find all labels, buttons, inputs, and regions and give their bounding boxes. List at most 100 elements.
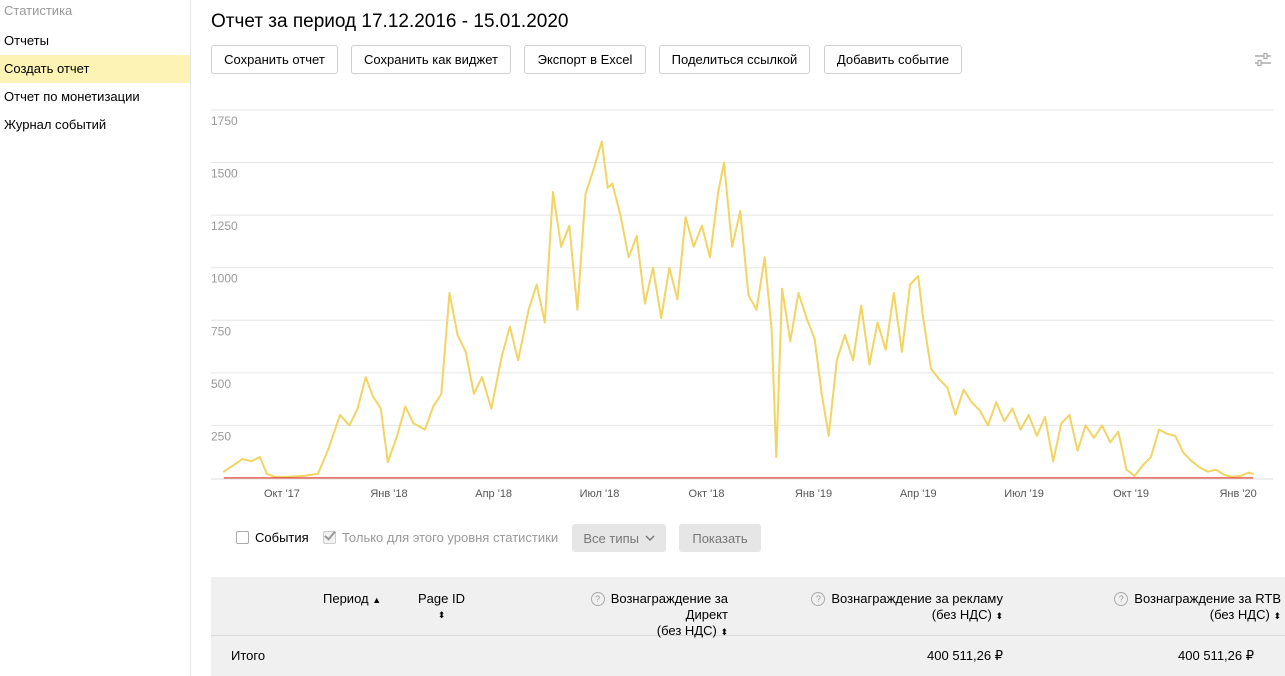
data-point bbox=[635, 235, 638, 238]
data-point bbox=[909, 283, 911, 286]
data-point bbox=[1044, 416, 1046, 418]
save-report-button[interactable]: Сохранить отчет bbox=[211, 45, 338, 74]
level-only-label: Только для этого уровня статистики bbox=[342, 530, 559, 545]
y-tick-label: 1000 bbox=[211, 272, 238, 286]
data-point bbox=[813, 338, 816, 341]
sidebar: Статистика Отчеты Создать отчет Отчет по… bbox=[0, 0, 191, 676]
data-point bbox=[611, 182, 614, 185]
x-tick-label: Июл '18 bbox=[580, 488, 620, 500]
share-link-button[interactable]: Поделиться ссылкой bbox=[659, 45, 810, 74]
event-types-select[interactable]: Все типы bbox=[572, 524, 666, 552]
column-page-id-label: Page ID bbox=[418, 591, 465, 606]
data-point bbox=[1239, 475, 1242, 477]
data-point bbox=[1052, 460, 1055, 463]
data-point bbox=[987, 424, 989, 427]
data-point bbox=[755, 308, 758, 311]
sidebar-item-reports[interactable]: Отчеты bbox=[4, 33, 49, 48]
total-rtb-reward: 400 511,26 ₽ bbox=[1178, 648, 1254, 663]
data-point bbox=[404, 405, 407, 408]
main-content: Отчет за период 17.12.2016 - 15.01.2020 … bbox=[211, 0, 1285, 676]
data-point bbox=[1252, 472, 1255, 475]
data-point bbox=[619, 214, 622, 216]
data-point bbox=[1076, 449, 1079, 452]
sidebar-item-create-report[interactable]: Создать отчет bbox=[0, 55, 190, 83]
show-button[interactable]: Показать bbox=[679, 524, 761, 552]
table-header: Период ▲ Page ID ⬍ ? Вознаграждение за Ди… bbox=[211, 577, 1285, 638]
sort-icon: ⬍ bbox=[995, 611, 1003, 621]
column-rtb-sublabel: (без НДС) bbox=[1209, 607, 1270, 622]
events-checkbox[interactable] bbox=[236, 531, 249, 544]
data-point bbox=[668, 266, 671, 269]
column-ads-label: Вознаграждение за рекламу bbox=[831, 591, 1003, 606]
data-point bbox=[606, 186, 609, 189]
column-ads-reward[interactable]: ? Вознаграждение за рекламу (без НДС) ⬍ bbox=[809, 591, 1003, 624]
data-point bbox=[592, 168, 595, 170]
column-rtb-reward[interactable]: ? Вознаграждение за RTB (без НДС) ⬍ bbox=[1085, 591, 1281, 624]
data-point bbox=[517, 359, 519, 362]
data-point bbox=[739, 210, 742, 212]
data-point bbox=[644, 302, 646, 305]
help-icon[interactable]: ? bbox=[811, 592, 826, 606]
data-point bbox=[448, 292, 451, 294]
data-point bbox=[1150, 456, 1152, 458]
table-row: Итого 400 511,26 ₽ 400 511,26 ₽ bbox=[211, 636, 1285, 676]
data-point bbox=[1003, 420, 1006, 423]
column-period[interactable]: Период ▲ bbox=[323, 591, 381, 608]
data-point bbox=[379, 407, 382, 410]
sort-icon: ⬍ bbox=[1273, 611, 1281, 621]
data-point bbox=[775, 456, 778, 458]
save-as-widget-button[interactable]: Сохранить как виджет bbox=[351, 45, 511, 74]
data-point bbox=[1125, 468, 1128, 471]
series-line bbox=[223, 140, 1254, 478]
data-point bbox=[1215, 468, 1217, 471]
data-point bbox=[1190, 460, 1193, 463]
data-point bbox=[386, 461, 389, 464]
data-point bbox=[1117, 430, 1120, 433]
total-ads-reward: 400 511,26 ₽ bbox=[927, 648, 1003, 663]
report-table: Период ▲ Page ID ⬍ ? Вознаграждение за Ди… bbox=[211, 577, 1285, 676]
data-point bbox=[440, 393, 443, 395]
data-point bbox=[954, 414, 957, 416]
data-point bbox=[781, 287, 783, 290]
x-tick-label: Янв '19 bbox=[795, 488, 832, 500]
level-only-checkbox[interactable] bbox=[323, 531, 336, 544]
data-point bbox=[1109, 441, 1112, 444]
help-icon[interactable]: ? bbox=[590, 592, 605, 606]
sidebar-item-monetization-report[interactable]: Отчет по монетизации bbox=[4, 89, 140, 104]
data-point bbox=[356, 407, 359, 410]
column-ads-sublabel: (без НДС) bbox=[931, 607, 992, 622]
data-point bbox=[560, 245, 562, 248]
data-point bbox=[962, 388, 965, 391]
help-icon[interactable]: ? bbox=[1114, 592, 1129, 606]
data-point bbox=[1182, 451, 1185, 454]
data-point bbox=[1019, 428, 1022, 431]
data-point bbox=[527, 308, 530, 311]
data-point bbox=[424, 428, 426, 431]
sidebar-item-event-log[interactable]: Журнал событий bbox=[4, 117, 107, 132]
data-point bbox=[660, 317, 663, 320]
data-point bbox=[265, 472, 268, 475]
data-point bbox=[692, 245, 695, 248]
data-point bbox=[844, 334, 846, 336]
column-direct-reward[interactable]: ? Вознаграждение за Директ (без НДС) ⬍ bbox=[545, 591, 728, 640]
add-event-button[interactable]: Добавить событие bbox=[824, 45, 962, 74]
data-point bbox=[396, 435, 398, 437]
data-point bbox=[371, 395, 374, 397]
data-point bbox=[892, 292, 895, 294]
export-excel-button[interactable]: Экспорт в Excel bbox=[524, 45, 646, 74]
data-point bbox=[970, 401, 973, 404]
sort-icon: ⬍ bbox=[720, 627, 728, 637]
y-tick-label: 750 bbox=[211, 324, 231, 338]
data-point bbox=[481, 376, 483, 378]
column-period-label: Период bbox=[323, 591, 369, 606]
data-point bbox=[946, 386, 949, 389]
x-tick-label: Янв '20 bbox=[1219, 488, 1256, 500]
sidebar-title: Статистика bbox=[4, 3, 73, 18]
sliders-icon[interactable] bbox=[1253, 51, 1273, 69]
data-point bbox=[1036, 435, 1038, 437]
sort-icon: ⬍ bbox=[437, 610, 446, 620]
data-point bbox=[327, 447, 330, 450]
data-point bbox=[232, 464, 234, 467]
column-page-id[interactable]: Page ID ⬍ bbox=[418, 591, 465, 623]
column-rtb-label: Вознаграждение за RTB bbox=[1134, 591, 1281, 606]
